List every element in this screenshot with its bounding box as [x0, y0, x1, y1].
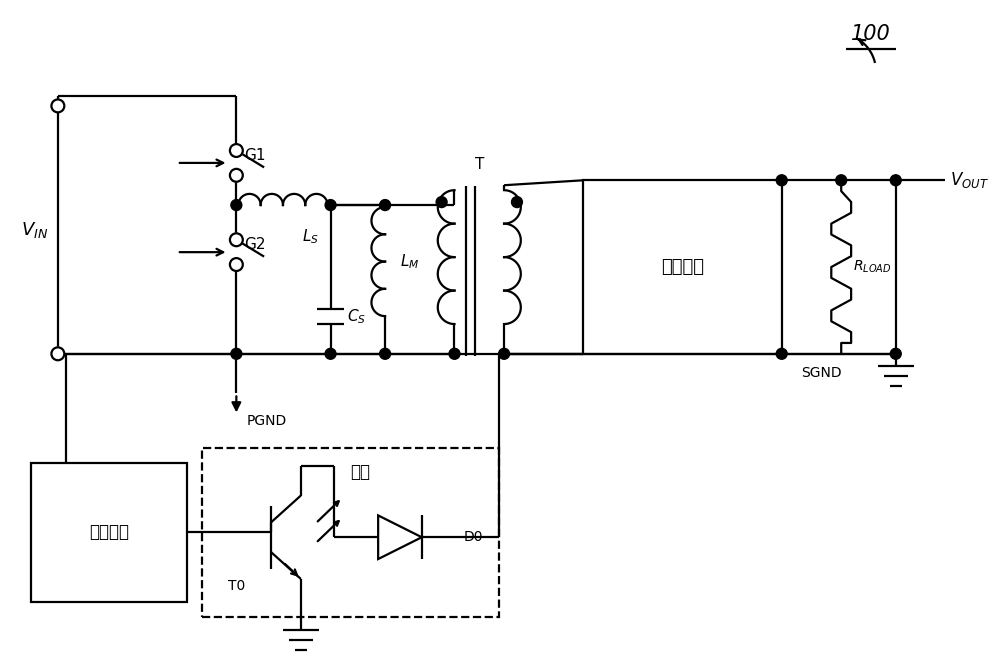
Circle shape: [380, 349, 391, 359]
Circle shape: [836, 175, 847, 186]
Circle shape: [51, 100, 64, 112]
Text: $V_{OUT}$: $V_{OUT}$: [950, 170, 989, 190]
Circle shape: [449, 349, 460, 359]
FancyBboxPatch shape: [202, 448, 499, 617]
Circle shape: [231, 200, 242, 210]
Text: T: T: [475, 158, 484, 173]
Circle shape: [230, 233, 243, 246]
Circle shape: [499, 349, 510, 359]
Text: $L_S$: $L_S$: [302, 227, 319, 246]
Text: T0: T0: [228, 579, 245, 593]
Circle shape: [890, 349, 901, 359]
Text: $L_M$: $L_M$: [400, 252, 419, 271]
Circle shape: [325, 200, 336, 210]
Text: $C_S$: $C_S$: [347, 308, 366, 326]
Circle shape: [776, 349, 787, 359]
Circle shape: [512, 196, 522, 208]
Circle shape: [230, 169, 243, 182]
FancyBboxPatch shape: [31, 463, 187, 602]
Text: 光耦: 光耦: [350, 463, 370, 481]
Text: 100: 100: [851, 24, 891, 43]
Text: D0: D0: [463, 530, 483, 544]
Circle shape: [380, 200, 391, 210]
Circle shape: [325, 349, 336, 359]
FancyBboxPatch shape: [583, 181, 782, 354]
Circle shape: [436, 196, 447, 208]
Text: SGND: SGND: [801, 366, 842, 380]
Text: $R_{LOAD}$: $R_{LOAD}$: [853, 259, 891, 275]
Text: $V_{IN}$: $V_{IN}$: [21, 220, 48, 240]
Text: G2: G2: [244, 237, 266, 252]
Circle shape: [51, 347, 64, 360]
Text: 整流电路: 整流电路: [661, 258, 704, 276]
Circle shape: [230, 144, 243, 157]
Circle shape: [230, 258, 243, 271]
Circle shape: [231, 349, 242, 359]
Text: 驱动电路: 驱动电路: [89, 523, 129, 541]
Text: G1: G1: [244, 148, 266, 163]
Circle shape: [890, 175, 901, 186]
Circle shape: [776, 175, 787, 186]
Text: PGND: PGND: [246, 415, 287, 428]
